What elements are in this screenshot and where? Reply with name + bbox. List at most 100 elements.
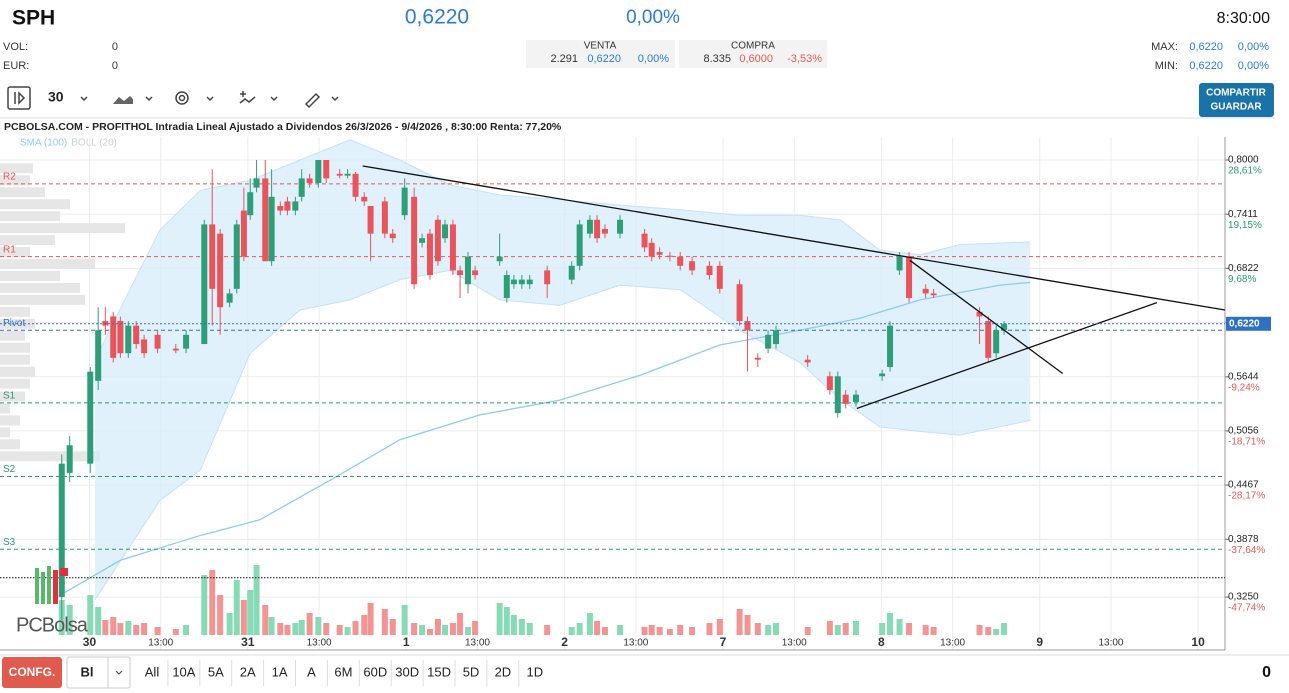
volume-bar (226, 613, 233, 635)
volume-bar (804, 627, 811, 635)
volume-bar (95, 607, 102, 635)
volume-bar (503, 607, 510, 635)
volume-profile-bar (0, 330, 25, 341)
volume-bar (323, 623, 330, 635)
volume-bar (1001, 623, 1008, 635)
sma-line (59, 281, 1031, 596)
candle-body (706, 265, 713, 276)
period-button[interactable]: A (307, 664, 316, 679)
mode-select[interactable] (66, 656, 131, 689)
candle-body (253, 178, 260, 188)
volume-bar (367, 603, 374, 635)
candle-body (834, 376, 841, 414)
volume-bar (544, 625, 551, 635)
indicator-icon[interactable] (239, 91, 256, 104)
period-button[interactable]: 10A (172, 664, 195, 679)
volume-bar (426, 629, 433, 635)
chart-title: PCBOLSA.COM - PROFITHOL Intradia Lineal … (4, 121, 562, 133)
max: 0,6220 (1189, 41, 1223, 53)
period-button[interactable]: 60D (363, 664, 387, 679)
candle-body (586, 219, 593, 234)
period-button[interactable]: 6M (334, 664, 352, 679)
volume-profile-bar (0, 439, 20, 450)
x-tick-label: 13:00 (148, 638, 173, 649)
panel-toggle[interactable] (7, 86, 31, 110)
x-tick-label: 30 (83, 635, 97, 649)
settings-icon[interactable] (175, 91, 189, 105)
min-pct: 0,00% (1238, 60, 1269, 72)
trendline (909, 259, 1064, 375)
period-button[interactable]: 5D (463, 664, 480, 679)
candle-body (773, 330, 780, 345)
period-button[interactable]: 1D (526, 664, 543, 679)
candle-body (323, 160, 330, 179)
candle-body (765, 334, 772, 349)
x-tick-label: 13:00 (623, 638, 648, 649)
volume-bar (209, 570, 216, 635)
draw-icon[interactable] (304, 92, 321, 109)
volume-profile-bar (0, 451, 100, 462)
volume-bar (268, 617, 275, 635)
volume-profile-bar (0, 258, 95, 269)
candle-body (736, 284, 743, 322)
volume-bar (262, 605, 269, 635)
y-tick-label: 0,5056 (1228, 426, 1259, 437)
volume-bar (985, 627, 992, 635)
period-button[interactable]: 5A (208, 664, 224, 679)
y-tick-pct: -9,24% (1228, 382, 1260, 393)
candle-body (434, 219, 441, 262)
settings-icon-core (178, 94, 186, 102)
dropdown-arrows[interactable] (80, 96, 339, 102)
volume-bar (510, 615, 517, 635)
boll-band-fill (95, 139, 1031, 600)
period-button[interactable]: 2A (240, 664, 256, 679)
volume-bar (247, 590, 254, 635)
candle-body (677, 256, 684, 266)
chart-type-icon[interactable] (113, 96, 133, 104)
period-button[interactable]: 1A (272, 664, 288, 679)
logo: PCBolsa (16, 614, 89, 636)
y-tick-pct: 9,68% (1228, 274, 1256, 285)
toolbar (7, 86, 339, 110)
period-button[interactable]: 2D (495, 664, 512, 679)
candle-body (648, 242, 655, 257)
x-tick-label: 8 (878, 635, 885, 649)
candle-body (411, 196, 418, 285)
trendline (856, 302, 1158, 410)
volume-profile-bar (0, 391, 25, 402)
volume-bar (826, 621, 833, 635)
level-label: Pivot (3, 318, 25, 329)
volume-profile-bar (0, 187, 45, 198)
interval[interactable]: 30 (48, 89, 64, 105)
candle-body (617, 219, 624, 234)
volume-bar (586, 613, 593, 635)
candle-body (656, 252, 663, 255)
y-tick-label: 0,4467 (1228, 480, 1259, 491)
candle-body (601, 229, 608, 234)
volume-bar (706, 623, 713, 635)
level-label: S3 (3, 537, 16, 548)
volume-bar (879, 623, 886, 635)
volume-profile-bar (0, 270, 60, 281)
volume-profile-bar (0, 354, 30, 365)
level-label: S2 (3, 464, 16, 475)
candle-body (95, 330, 102, 381)
candle-body (930, 293, 937, 296)
volume-bar (284, 625, 291, 635)
y-tick-label: 0,3250 (1228, 592, 1259, 603)
period-button[interactable]: 30D (395, 664, 419, 679)
candle-body (503, 275, 510, 299)
candle-body (568, 265, 575, 280)
config-button[interactable] (2, 657, 62, 688)
volume-bar (411, 623, 418, 635)
y-tick-pct: -18,71% (1228, 437, 1265, 448)
share-button[interactable] (1199, 83, 1274, 117)
candle-body (361, 196, 368, 202)
y-tick-label: 0,5644 (1228, 371, 1259, 382)
volume-bar (336, 625, 343, 635)
volume-bar (442, 625, 449, 635)
period-button[interactable]: 15D (427, 664, 451, 679)
candle-body (666, 255, 673, 257)
period-button[interactable]: All (145, 664, 160, 679)
share-label: COMPARTIR (1206, 88, 1267, 99)
